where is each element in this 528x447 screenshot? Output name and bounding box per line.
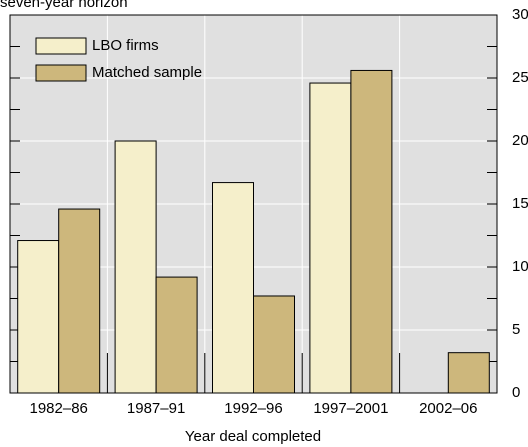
legend-label: Matched sample [92,64,202,81]
bar [350,69,393,394]
y-tick-label: 5 [512,321,520,338]
bar [17,240,60,394]
x-tick-label: 1992–96 [224,400,282,417]
legend-swatch [35,64,87,82]
x-axis-label: Year deal completed [185,428,321,445]
bar [212,182,254,394]
y-tick-label: 30 [512,6,528,23]
bar [155,276,198,394]
x-tick-label: 1987–91 [127,400,185,417]
x-tick-label: 1982–86 [29,400,87,417]
bar [114,140,157,394]
plot-frame [9,14,498,394]
bar [309,82,352,394]
y-tick-label: 15 [512,195,528,212]
chart-title: seven-year horizon [0,0,128,11]
y-tick-label: 20 [512,132,528,149]
legend-swatch [35,37,87,55]
bar [253,295,295,394]
x-tick-label: 1997–2001 [313,400,388,417]
bar [58,208,101,394]
bar [447,352,490,394]
x-tick-label: 2002–06 [419,400,477,417]
y-tick-label: 10 [512,258,528,275]
y-tick-label: 25 [512,69,528,86]
y-tick-label: 0 [512,384,520,401]
legend-label: LBO firms [92,37,159,54]
